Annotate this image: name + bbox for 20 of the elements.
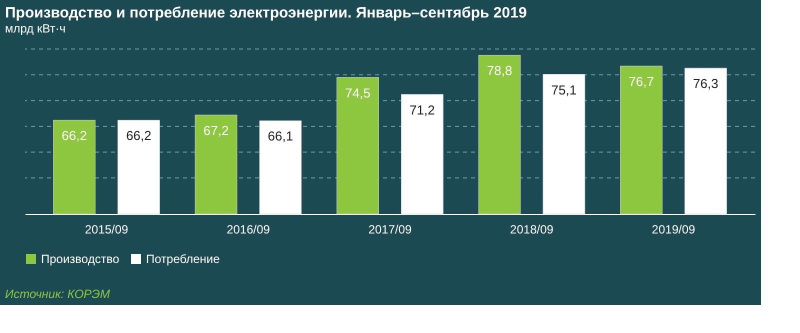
x-tick-label: 2015/09 xyxy=(84,222,129,236)
data-label: 67,2 xyxy=(203,123,229,138)
data-label: 66,2 xyxy=(62,128,87,144)
data-label: 76,3 xyxy=(693,76,718,92)
x-tick-label: 2019/09 xyxy=(652,222,696,236)
data-label: 78,8 xyxy=(486,63,512,78)
x-tick-label: 2016/09 xyxy=(226,222,270,236)
x-tick-label: 2018/09 xyxy=(510,222,554,236)
data-label: 76,7 xyxy=(628,74,654,90)
chart-title: Производство и потребление электроэнергии. Январь–сентябрь 2019 xyxy=(5,4,527,22)
legend-label: Потребление xyxy=(146,252,220,266)
data-label: 66,1 xyxy=(268,128,294,144)
text: Источник: КОРЭМ xyxy=(5,287,110,301)
data-label: 75,1 xyxy=(551,82,577,98)
data-label: 71,2 xyxy=(410,102,435,118)
data-label: 74,5 xyxy=(345,85,370,100)
legend-label: Производство xyxy=(41,252,120,266)
data-label: 66,2 xyxy=(126,128,152,144)
chart-subtitle: млрд кВт·ч xyxy=(5,22,66,36)
x-tick-label: 2017/09 xyxy=(368,222,412,236)
